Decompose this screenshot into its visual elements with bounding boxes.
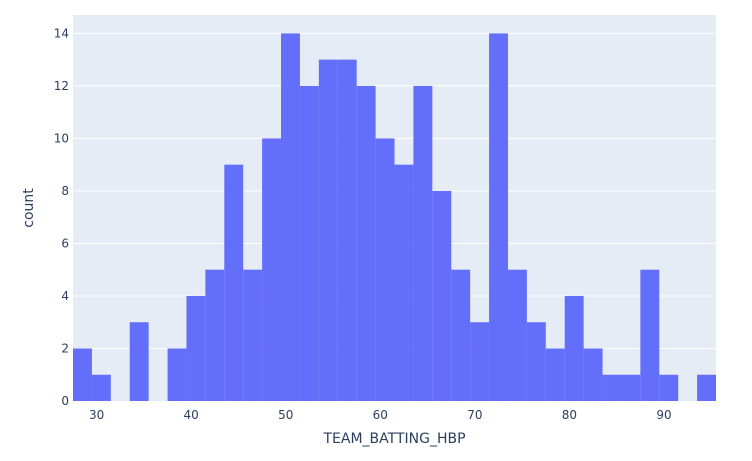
y-tick-label: 8 [61, 184, 69, 198]
y-tick-label: 10 [54, 131, 69, 145]
histogram-bar [337, 59, 357, 401]
x-tick-label: 40 [184, 408, 199, 422]
histogram-bar [413, 85, 433, 402]
y-tick-label: 0 [61, 394, 69, 408]
histogram-bar [564, 295, 584, 401]
histogram-bar [129, 322, 149, 401]
histogram-bar [602, 374, 622, 401]
histogram-bar [470, 322, 490, 401]
histogram-bar [224, 164, 244, 401]
histogram-bar [281, 33, 300, 401]
histogram-bar [73, 348, 92, 401]
bars [73, 33, 716, 402]
y-tick-label: 14 [54, 26, 69, 40]
histogram-bar [697, 374, 716, 401]
histogram-bar [375, 138, 395, 401]
histogram-bar [262, 138, 282, 401]
histogram-bar [394, 164, 414, 401]
histogram-bar [659, 374, 679, 401]
histogram-bar [356, 85, 376, 402]
x-tick-label: 50 [278, 408, 293, 422]
histogram-bar [167, 348, 187, 401]
x-axis-ticks: 30 40 50 60 70 80 90 [89, 408, 672, 422]
y-axis-title: count [21, 188, 37, 228]
x-tick-label: 60 [373, 408, 388, 422]
histogram-bar [640, 269, 660, 401]
y-tick-label: 12 [54, 79, 69, 93]
x-tick-label: 70 [467, 408, 482, 422]
x-tick-label: 80 [562, 408, 577, 422]
histogram-bar [299, 85, 319, 402]
histogram-bar [621, 374, 641, 401]
histogram-bar [432, 190, 452, 401]
histogram-bar [583, 348, 603, 401]
histogram-bar [451, 269, 471, 401]
histogram-bar [91, 374, 111, 401]
x-axis-title: TEAM_BATTING_HBP [322, 431, 465, 447]
histogram-bar [243, 269, 263, 401]
y-tick-label: 4 [61, 289, 69, 303]
histogram-bar [318, 59, 338, 401]
y-tick-label: 6 [61, 236, 69, 250]
histogram-bar [507, 269, 527, 401]
y-tick-label: 2 [61, 341, 69, 355]
histogram-bar [545, 348, 565, 401]
histogram-bar [186, 295, 206, 401]
histogram-bar [489, 33, 508, 401]
x-tick-label: 30 [89, 408, 104, 422]
y-axis-ticks: 0 2 4 6 8 10 12 14 [54, 26, 69, 408]
histogram-bar [526, 322, 546, 401]
histogram-bar [205, 269, 225, 401]
x-tick-label: 90 [656, 408, 671, 422]
